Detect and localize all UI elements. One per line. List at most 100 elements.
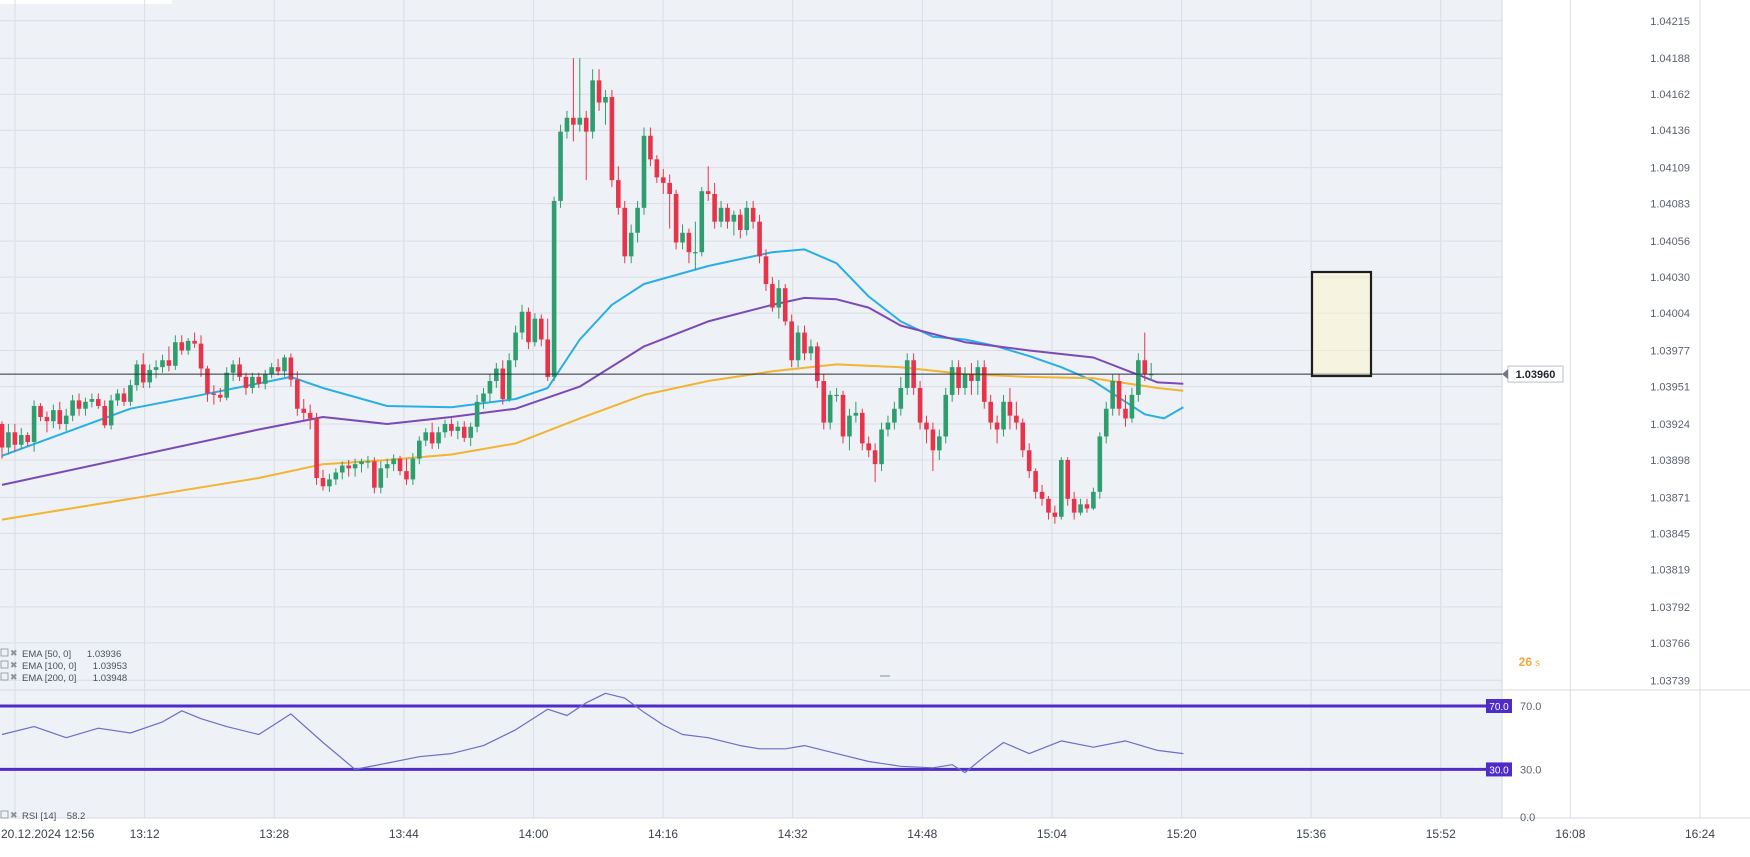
price-axis-panel	[1502, 0, 1750, 852]
candle-body	[282, 357, 287, 372]
candle-body	[442, 423, 448, 433]
candle-body	[725, 207, 730, 222]
ema-legend-value: 1.03948	[93, 673, 127, 684]
rsi-tick-label: 0.0	[1520, 812, 1535, 824]
candle-body	[1142, 360, 1148, 375]
price-tick-label: 1.03951	[1650, 382, 1690, 394]
candle-body	[571, 117, 576, 125]
candle-body	[1039, 491, 1045, 499]
candle-body	[667, 182, 672, 194]
candle-body	[558, 131, 563, 201]
candle-body	[391, 458, 396, 465]
candle-body	[872, 450, 878, 465]
candle-body	[275, 367, 281, 372]
candle-body	[57, 410, 63, 424]
price-tick-label: 1.04215	[1650, 16, 1690, 28]
candle-body	[1084, 504, 1090, 509]
time-tick-label: 15:04	[1037, 827, 1067, 841]
candle-body	[622, 207, 628, 257]
candle-body	[51, 410, 56, 422]
time-tick-label: 14:16	[648, 827, 678, 841]
candle-body	[339, 465, 345, 473]
countdown-unit: s	[1535, 658, 1540, 669]
candle-body	[481, 393, 486, 402]
price-tick-label: 1.04004	[1650, 308, 1690, 320]
candle-body	[616, 180, 621, 208]
candle-body	[930, 429, 936, 451]
price-tick-label: 1.04162	[1650, 89, 1690, 101]
candle-body	[121, 393, 127, 402]
candle-body	[185, 340, 191, 351]
price-tick-label: 1.04136	[1650, 125, 1690, 137]
candle-body	[795, 332, 801, 361]
rsi-tick-label: 30.0	[1520, 764, 1541, 776]
time-tick-label: 14:32	[778, 827, 808, 841]
candle-body	[314, 418, 319, 479]
candle-body	[1136, 360, 1141, 395]
candle-body	[205, 368, 210, 394]
candle-body	[590, 80, 595, 132]
legend-close-icon: ✖	[10, 672, 18, 682]
candle-body	[712, 193, 717, 222]
ema-legend-name: EMA [100, 0]	[22, 661, 76, 672]
candle-body	[1116, 381, 1122, 409]
candle-body	[577, 117, 583, 125]
candle-body	[307, 412, 313, 419]
candle-body	[859, 412, 865, 444]
time-tick-label: 13:44	[389, 827, 419, 841]
candle-body	[359, 461, 364, 465]
candle-body	[917, 387, 923, 423]
candle-body	[31, 405, 37, 442]
candle-body	[243, 376, 249, 388]
candle-body	[641, 135, 647, 208]
candle-body	[230, 364, 236, 373]
candle-body	[532, 318, 538, 343]
candle-body	[1001, 401, 1006, 430]
candle-body	[1020, 422, 1026, 451]
rsi-level-badge-label: 30.0	[1489, 765, 1509, 776]
candle-body	[660, 177, 666, 183]
candle-body	[654, 159, 660, 178]
candle-body	[494, 368, 499, 382]
candle-body	[417, 440, 422, 459]
ema-legend-name: EMA [50, 0]	[22, 649, 71, 660]
candle-body	[179, 342, 185, 351]
candle-body	[847, 415, 852, 437]
candle-body	[83, 401, 88, 409]
candle-body	[397, 458, 403, 472]
candle-body	[808, 346, 814, 354]
ema-line	[1, 363, 1184, 521]
price-tick-label: 1.04030	[1650, 272, 1690, 284]
candle-body	[76, 400, 82, 409]
candle-body	[596, 80, 602, 103]
candle-body	[500, 368, 506, 400]
current-price-label: 1.03960	[1516, 369, 1556, 381]
price-tick-label: 1.03924	[1650, 419, 1690, 431]
candle-body	[693, 252, 698, 254]
candle-body	[474, 401, 480, 427]
candle-body	[436, 432, 441, 444]
candle-body	[956, 367, 961, 388]
time-tick-label: 14:00	[518, 827, 548, 841]
candle-body	[519, 311, 525, 333]
candle-body	[198, 343, 204, 369]
time-tick-label: 16:08	[1555, 827, 1585, 841]
candle-body	[192, 340, 197, 344]
candle-body	[468, 426, 473, 438]
current-price-pointer	[1502, 369, 1508, 380]
candle-body	[988, 401, 993, 423]
candle-body	[526, 311, 531, 343]
candle-body	[1014, 415, 1019, 423]
candle-body	[70, 400, 75, 416]
price-tick-label: 1.04188	[1650, 53, 1690, 65]
candle-body	[770, 284, 775, 308]
candle-body	[256, 376, 262, 384]
candle-body	[757, 221, 762, 257]
candle-body	[25, 435, 30, 442]
candle-body	[449, 423, 454, 431]
time-tick-label: 20.12.2024 12:56	[1, 827, 95, 841]
candle-body	[763, 256, 769, 285]
candle-body	[12, 432, 18, 445]
